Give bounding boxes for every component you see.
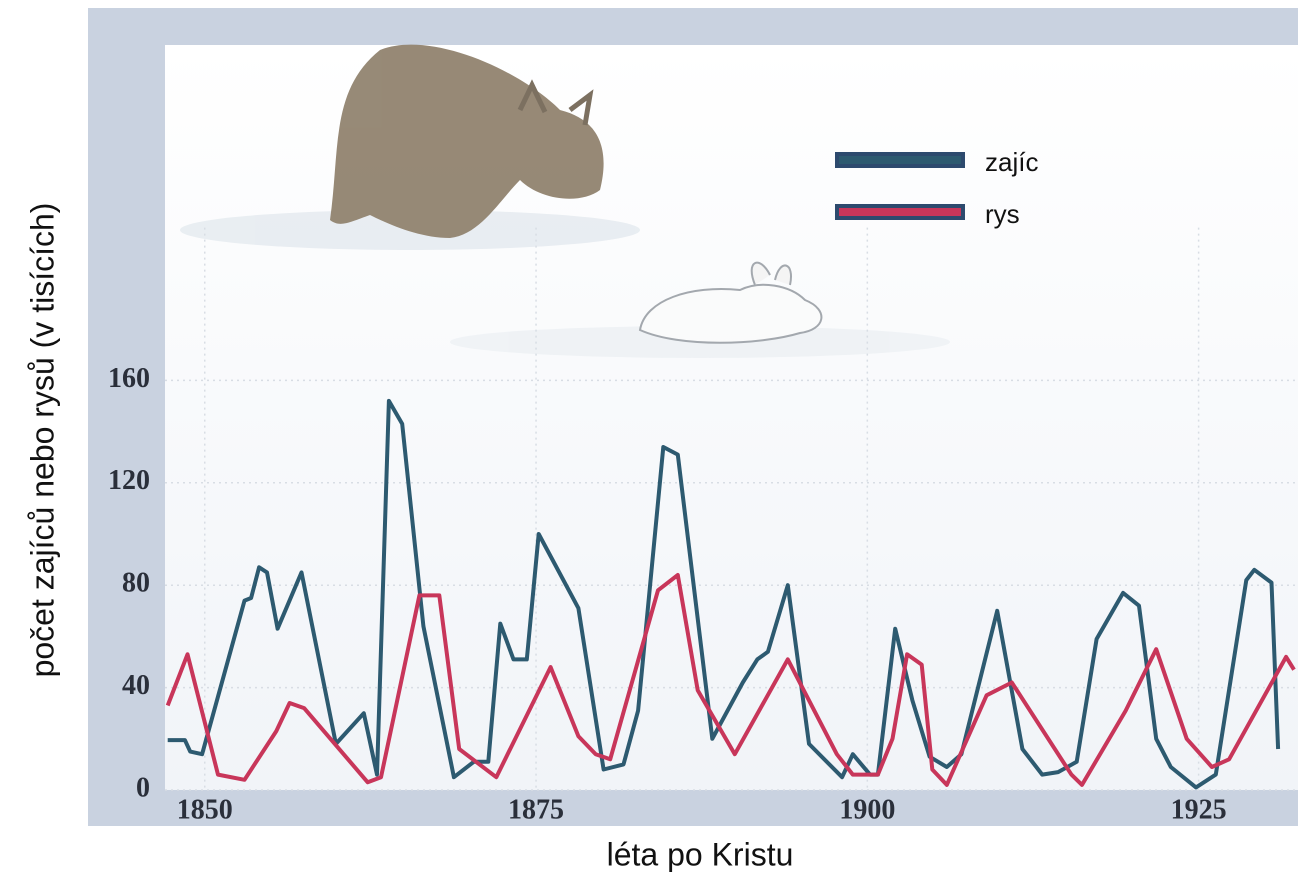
x-tick-label: 1850 [177, 794, 233, 825]
y-axis-label: počet zajíců nebo rysů (v tisících) [24, 203, 60, 678]
y-tick-label: 120 [108, 465, 150, 496]
y-tick-label: 160 [108, 363, 150, 394]
y-tick-label: 80 [122, 568, 150, 599]
series-line [165, 573, 1296, 787]
x-axis-label: léta po Kristu [607, 836, 794, 872]
x-tick-label: 1900 [839, 794, 895, 825]
legend-label: zajíc [985, 147, 1038, 177]
plot-area [165, 45, 1298, 790]
y-tick-label: 40 [122, 670, 150, 701]
x-tick-label: 1875 [508, 794, 564, 825]
legend-swatch-inner [839, 208, 961, 216]
legend-label: rys [985, 199, 1020, 229]
series-line [167, 398, 1281, 790]
y-tick-label: 0 [136, 772, 150, 803]
legend-swatch-inner [839, 156, 961, 164]
illustration [180, 44, 950, 358]
x-tick-label: 1925 [1171, 794, 1227, 825]
